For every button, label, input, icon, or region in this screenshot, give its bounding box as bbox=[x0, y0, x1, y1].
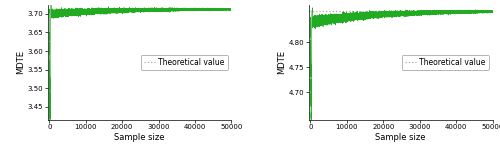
Y-axis label: MDTE: MDTE bbox=[16, 50, 25, 74]
X-axis label: Sample size: Sample size bbox=[114, 133, 164, 142]
Legend: Theoretical value: Theoretical value bbox=[140, 55, 228, 70]
Legend: Theoretical value: Theoretical value bbox=[402, 55, 488, 70]
X-axis label: Sample size: Sample size bbox=[376, 133, 426, 142]
Y-axis label: MDTE: MDTE bbox=[277, 50, 286, 74]
